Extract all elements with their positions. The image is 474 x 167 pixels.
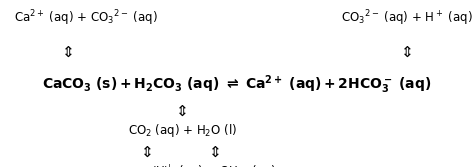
Text: ⇕: ⇕ <box>141 145 153 160</box>
Text: H$^+$ (aq) + OH$^-$ (aq): H$^+$ (aq) + OH$^-$ (aq) <box>155 164 276 167</box>
Text: $\mathbf{CaCO_3}$ $\mathbf{(s) + H_2CO_3}$ $\mathbf{(aq)}$ $\mathbf{\rightleftha: $\mathbf{CaCO_3}$ $\mathbf{(s) + H_2CO_3… <box>42 73 432 96</box>
Text: Ca$^{2+}$ (aq) + CO$_3$$^{2-}$ (aq): Ca$^{2+}$ (aq) + CO$_3$$^{2-}$ (aq) <box>14 8 158 28</box>
Text: CO$_2$ (aq) + H$_2$O (l): CO$_2$ (aq) + H$_2$O (l) <box>128 122 237 139</box>
Text: ⇕: ⇕ <box>210 145 222 160</box>
Text: ⇕: ⇕ <box>176 104 189 119</box>
Text: ⇕: ⇕ <box>63 45 75 60</box>
Text: ⇕: ⇕ <box>401 45 414 60</box>
Text: CO$_3$$^{2-}$ (aq) + H$^+$ (aq): CO$_3$$^{2-}$ (aq) + H$^+$ (aq) <box>341 8 473 28</box>
Text: CO$_2$ (g): CO$_2$ (g) <box>125 164 169 167</box>
